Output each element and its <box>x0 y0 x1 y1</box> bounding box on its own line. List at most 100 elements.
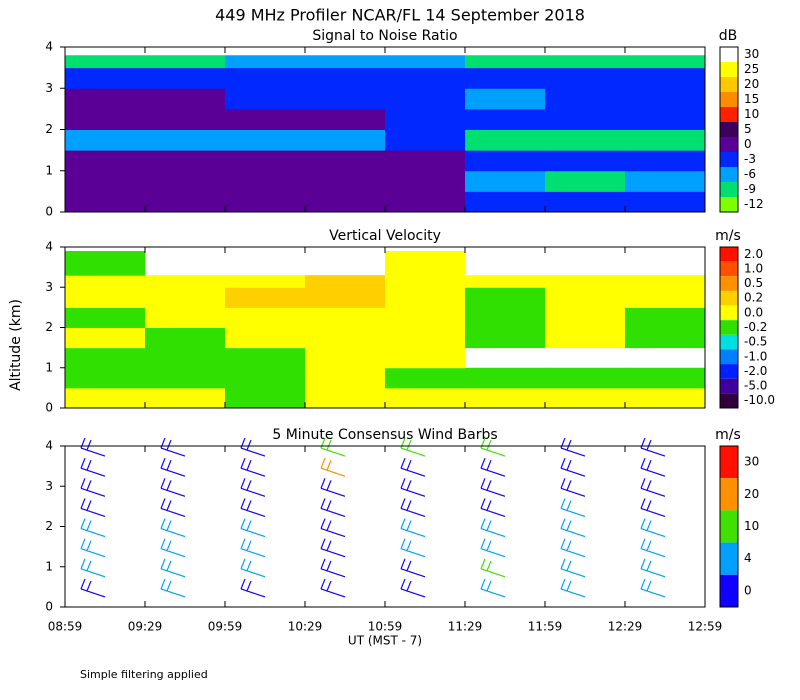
colorbar-segment <box>720 197 738 212</box>
heat-cell <box>385 108 466 130</box>
barb-staff <box>560 447 586 457</box>
heat-cell <box>385 287 466 308</box>
heat-cell <box>465 67 546 89</box>
wind-barb <box>240 538 266 558</box>
wind-barb <box>240 498 266 518</box>
barb-staff <box>240 447 266 457</box>
heat-cell <box>385 327 466 349</box>
barb-flag <box>486 480 492 491</box>
barb-staff <box>320 447 346 457</box>
wind-barb <box>160 478 186 497</box>
x-tick-label: 12:29 <box>608 620 643 634</box>
barb-flag <box>320 478 326 489</box>
barb-flag <box>480 558 486 570</box>
barb-staff <box>80 507 106 518</box>
wind-barb <box>320 457 346 477</box>
barb-flag <box>160 578 166 590</box>
barb-staff <box>160 588 186 598</box>
heat-cell <box>385 55 466 69</box>
barb-flag <box>86 580 92 592</box>
heat-cell <box>385 88 466 110</box>
wind-barb <box>480 457 506 477</box>
x-tick-label: 11:59 <box>528 620 563 634</box>
barb-staff <box>560 527 586 538</box>
colorbar-label: 30 <box>744 47 759 61</box>
colorbar-label: -9 <box>744 182 756 196</box>
colorbar-segment <box>720 510 738 543</box>
heat-cell <box>225 108 306 130</box>
heat-cell <box>225 287 306 308</box>
barb-staff <box>160 527 186 538</box>
colorbar-segment <box>720 261 738 277</box>
wind-barb <box>400 558 426 578</box>
barb-flag <box>646 439 652 451</box>
wind-barb <box>640 498 666 518</box>
colorbar-unit: m/s <box>715 228 741 244</box>
y-tick-label: 3 <box>45 479 53 493</box>
colorbar-segment <box>720 276 738 291</box>
barb-flag <box>646 560 652 572</box>
barb-flag <box>400 558 406 570</box>
heat-cell <box>65 129 146 151</box>
wind-barb <box>80 498 106 518</box>
heat-cell <box>305 327 386 349</box>
barb-flag <box>560 578 566 590</box>
barb-flag <box>560 457 566 469</box>
heat-cell <box>545 287 626 308</box>
barb-flag <box>240 538 246 549</box>
wind-barb <box>400 518 426 538</box>
barb-flag <box>406 439 412 451</box>
x-tick-label: 09:59 <box>208 620 243 634</box>
colorbar-label: -1.0 <box>744 349 767 363</box>
heat-cell <box>225 327 306 349</box>
heat-cell <box>145 327 226 349</box>
barb-flag <box>166 480 172 491</box>
heat-cell <box>465 150 546 172</box>
barb-flag <box>246 580 252 592</box>
barb-staff <box>240 467 266 477</box>
heat-cell <box>465 275 546 288</box>
heat-cell <box>385 275 466 288</box>
heat-cell <box>545 307 626 328</box>
colorbar-segment <box>720 247 738 262</box>
barb-flag <box>566 500 572 511</box>
colorbar-label: 0 <box>744 137 752 151</box>
barb-staff <box>640 527 666 538</box>
barb-flag <box>160 538 166 549</box>
barb-staff <box>400 467 426 477</box>
barb-staff <box>560 588 586 598</box>
heat-cell <box>65 327 146 349</box>
y-tick-label: 1 <box>45 163 53 177</box>
colorbar-segment <box>720 446 738 479</box>
heat-cell <box>225 191 306 213</box>
barb-staff <box>160 568 186 578</box>
colorbar-frame <box>719 445 739 608</box>
barb-flag <box>166 580 172 592</box>
colorbar-segment <box>720 152 738 167</box>
heat-cell <box>385 170 466 192</box>
barb-flag <box>560 437 566 449</box>
barb-staff <box>240 527 266 538</box>
heat-cell <box>385 191 466 213</box>
heat-cell <box>305 108 386 130</box>
barb-flag <box>480 578 486 590</box>
barb-flag <box>640 538 646 549</box>
heat-cell <box>145 367 226 389</box>
barb-flag <box>566 439 572 451</box>
heat-cell <box>225 275 306 288</box>
barb-flag <box>566 560 572 572</box>
barb-flag <box>246 439 252 451</box>
y-tick-label: 3 <box>45 280 53 294</box>
heat-cell <box>225 55 306 69</box>
barb-flag <box>640 478 646 489</box>
barb-flag <box>646 520 652 531</box>
heat-cell <box>465 108 546 130</box>
barb-staff <box>640 447 666 457</box>
heat-cell <box>465 170 546 192</box>
barb-flag <box>240 578 246 590</box>
barb-staff <box>160 548 186 558</box>
barb-staff <box>80 548 106 558</box>
barb-staff <box>80 527 106 538</box>
barb-flag <box>166 520 172 531</box>
heat-cell <box>465 129 546 151</box>
